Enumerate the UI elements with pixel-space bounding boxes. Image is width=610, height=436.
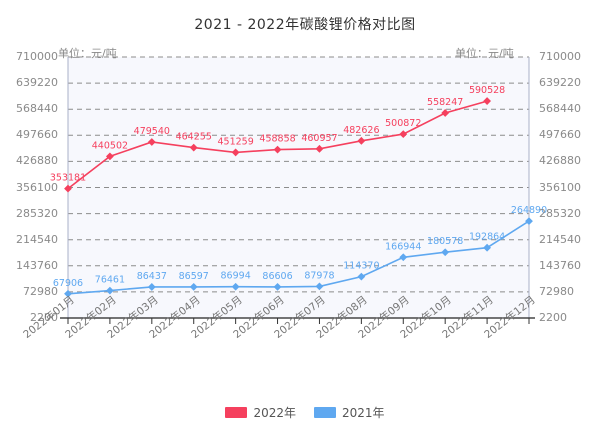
unit-label-left: 单位：元/吨 [58, 47, 117, 60]
data-point [231, 148, 240, 157]
data-point [106, 152, 114, 161]
data-point-label: 479540 [134, 126, 170, 137]
y-tick-label-left: 143760 [16, 258, 58, 272]
data-point [483, 243, 491, 252]
data-point-label: 464255 [176, 132, 212, 143]
data-point-label: 86994 [221, 271, 251, 282]
data-point [189, 282, 198, 291]
data-point [441, 248, 450, 257]
data-point-label: 458858 [259, 134, 295, 145]
data-point [399, 130, 408, 139]
y-tick-label-left: 285320 [16, 206, 58, 220]
data-point [147, 138, 156, 146]
y-tick-label-right: 639220 [539, 76, 581, 90]
data-point [357, 272, 366, 281]
y-tick-label-left: 214540 [16, 232, 58, 246]
y-tick-label-right: 285320 [539, 206, 581, 220]
series-line [67, 220, 530, 295]
data-point [357, 136, 366, 145]
data-point [64, 184, 72, 193]
y-tick-label-left: 568440 [16, 102, 58, 116]
legend-swatch [314, 407, 336, 418]
data-point-label: 451259 [218, 136, 254, 147]
data-point-label: 353181 [50, 173, 86, 184]
data-point-label: 192864 [469, 232, 505, 243]
y-tick-label-right: 426880 [539, 154, 581, 168]
data-point-label: 86437 [137, 271, 167, 282]
y-tick-label-right: 356100 [539, 180, 581, 194]
data-point-label: 67906 [53, 278, 83, 289]
y-tick-label-right: 72980 [539, 284, 574, 298]
data-point-label: 180578 [427, 236, 463, 247]
data-point-label: 87978 [304, 270, 334, 281]
data-point [147, 283, 156, 291]
y-tick-label-right: 214540 [539, 232, 581, 246]
data-point-label: 264890 [511, 205, 547, 216]
y-tick-label-left: 72980 [23, 284, 58, 298]
legend-label: 2022年 [253, 406, 296, 420]
y-tick-label-right: 568440 [539, 102, 581, 116]
series-1: 353181 440502 479540 464255 451259 458858 4609… [50, 85, 505, 193]
data-point [189, 143, 198, 152]
data-point [483, 97, 491, 105]
data-point-label: 460957 [301, 133, 337, 144]
data-point [231, 282, 240, 291]
data-point [525, 217, 533, 226]
legend-item-1[interactable]: 2022年 [225, 404, 296, 421]
legend-swatch [225, 407, 248, 418]
data-point-label: 440502 [92, 140, 128, 151]
data-point-label: 76461 [95, 275, 125, 286]
y-tick-label-left: 710000 [16, 50, 58, 63]
data-point-label: 558247 [427, 97, 463, 108]
y-tick-label-left: 356100 [16, 180, 58, 194]
unit-label-right: 单位：元/吨 [455, 47, 514, 60]
legend-label: 2021年 [342, 406, 385, 420]
data-point-label: 114370 [343, 261, 379, 272]
data-point-label: 86606 [262, 271, 292, 282]
y-tick-label-left: 426880 [16, 154, 58, 168]
data-point [441, 109, 450, 117]
y-tick-label-right: 2200 [539, 311, 567, 324]
chart-title: 2021 - 2022年碳酸锂价格对比图 [194, 17, 416, 33]
data-point [273, 145, 282, 154]
data-point-label: 86597 [179, 271, 209, 282]
y-tick-label-left: 2200 [30, 311, 58, 324]
data-point-label: 482626 [343, 125, 379, 136]
data-point [64, 289, 72, 298]
data-point [315, 144, 324, 153]
legend-item-2[interactable]: 2021年 [314, 404, 385, 421]
data-point [399, 253, 408, 262]
y-tick-label-right: 710000 [539, 50, 581, 63]
data-point-label: 166944 [385, 241, 421, 252]
data-point-label: 590528 [469, 85, 505, 96]
chart-legend: 2022年 2021年 [0, 404, 610, 421]
y-tick-label-left: 639220 [16, 76, 58, 90]
y-tick-label-right: 497660 [539, 128, 581, 142]
data-point [315, 282, 324, 291]
data-point [273, 282, 282, 291]
data-point-label: 500872 [385, 118, 421, 129]
y-tick-label-right: 143760 [539, 258, 581, 272]
series-2: 67906 76461 86437 86597 86994 86606 87978 11437… [53, 205, 547, 298]
y-tick-label-left: 497660 [16, 128, 58, 142]
data-point [106, 286, 114, 295]
